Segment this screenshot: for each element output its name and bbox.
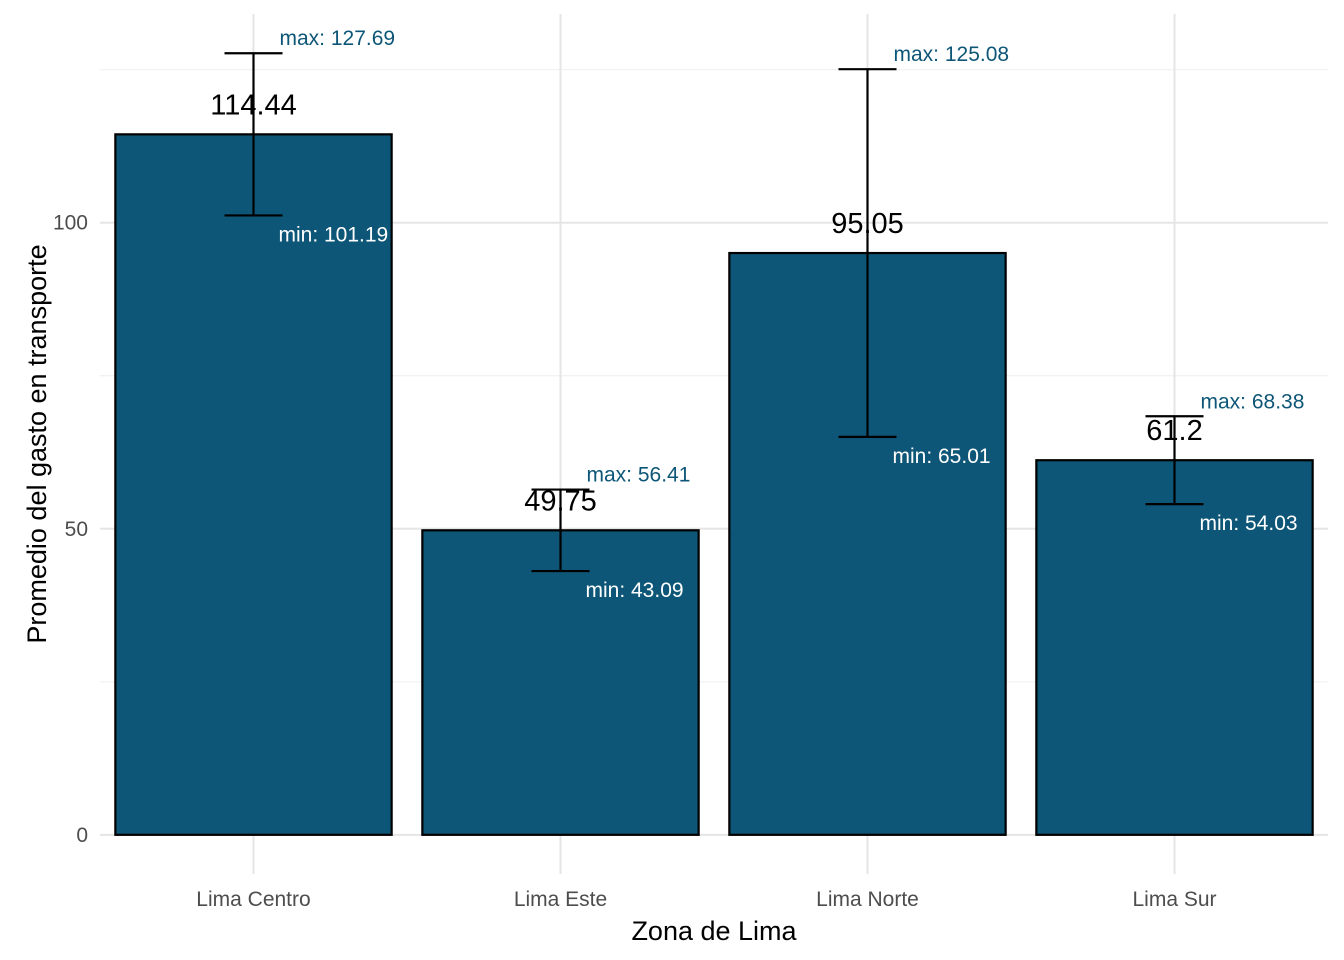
bar-value-label: 49.75 (524, 485, 597, 517)
bar-value-label: 95.05 (831, 208, 904, 240)
max-label: max: 125.08 (894, 43, 1010, 66)
y-tick-label: 0 (76, 824, 88, 847)
min-label: min: 101.19 (279, 223, 389, 246)
max-label: max: 127.69 (280, 27, 396, 50)
error-bars (224, 52, 1204, 573)
min-label: min: 43.09 (586, 579, 684, 602)
y-axis-title: Promedio del gasto en transporte (22, 244, 52, 643)
error-bar (838, 68, 897, 438)
x-axis-ticks: Lima Centro Lima Este Lima Norte Lima Sur (196, 888, 1216, 911)
y-axis-ticks: 0 50 100 (53, 212, 88, 847)
min-label: min: 65.01 (893, 445, 991, 468)
max-label: max: 56.41 (587, 464, 691, 487)
min-label: min: 54.03 (1200, 512, 1298, 535)
y-tick-label: 100 (53, 212, 88, 235)
bar-value-label: 114.44 (210, 89, 297, 121)
bar-value-label: 61.2 (1146, 415, 1202, 447)
bar-lima-este (421, 529, 700, 836)
error-bar (531, 488, 590, 573)
x-tick-label: Lima Sur (1132, 888, 1216, 911)
bar-lima-sur (1035, 459, 1314, 836)
x-tick-label: Lima Centro (196, 888, 310, 911)
max-label: max: 68.38 (1201, 390, 1305, 413)
x-axis-title: Zona de Lima (631, 916, 797, 946)
x-tick-label: Lima Norte (816, 888, 919, 911)
error-bar (1145, 415, 1204, 506)
y-tick-label: 50 (65, 518, 88, 541)
error-bar (224, 52, 283, 217)
bars (114, 133, 1314, 836)
x-tick-label: Lima Este (514, 888, 607, 911)
